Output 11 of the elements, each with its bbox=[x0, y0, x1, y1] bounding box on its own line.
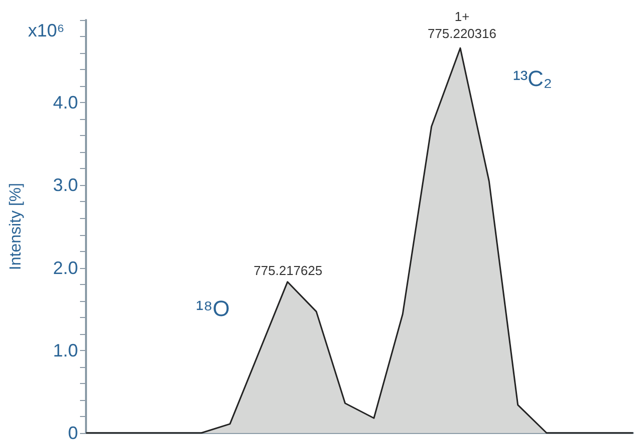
y-tick-label: 4.0 bbox=[52, 92, 78, 113]
annotation: 775.217625 bbox=[254, 263, 322, 278]
annotation: 1+ 775.220316 bbox=[428, 9, 496, 41]
y-tick-label: 1.0 bbox=[52, 340, 78, 360]
annotation: ¹³C₂ bbox=[513, 66, 552, 91]
annotation: ¹⁸O bbox=[196, 296, 230, 321]
y-tick-label: 3.0 bbox=[52, 175, 78, 196]
text: x10⁶ bbox=[28, 20, 64, 40]
y-tick-label: 2.0 bbox=[52, 258, 78, 278]
y-axis-title: Intensity [%] bbox=[8, 182, 24, 270]
y-tick-label: 0 bbox=[68, 423, 78, 442]
